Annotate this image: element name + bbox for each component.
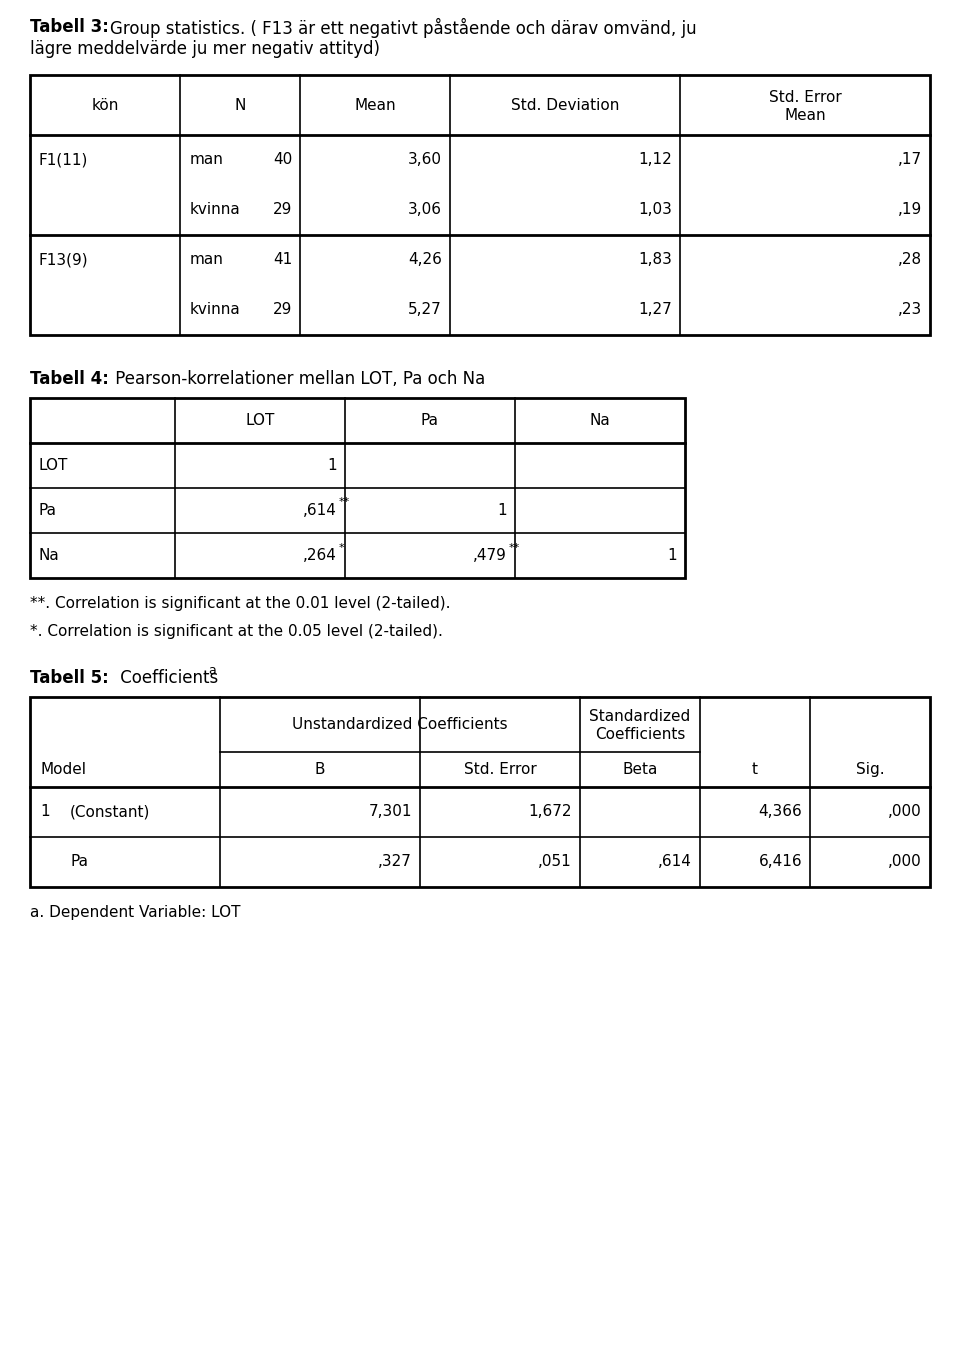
Text: 3,60: 3,60 [408,152,442,167]
Text: kvinna: kvinna [190,202,241,217]
Text: Std. Error: Std. Error [464,762,537,776]
Text: ,000: ,000 [888,805,922,820]
Text: 41: 41 [273,252,292,267]
Text: 1,83: 1,83 [638,252,672,267]
Text: Pa: Pa [70,855,88,869]
Text: *. Correlation is significant at the 0.05 level (2-tailed).: *. Correlation is significant at the 0.0… [30,624,443,639]
Text: N: N [234,97,246,112]
Text: 1: 1 [327,458,337,473]
Text: t: t [752,762,758,776]
Text: ,19: ,19 [898,202,922,217]
Text: 7,301: 7,301 [369,805,412,820]
Text: Sig.: Sig. [855,762,884,776]
Text: ,264: ,264 [303,549,337,563]
Text: ,28: ,28 [898,252,922,267]
Bar [30,697,930,887]
Text: ,614: ,614 [303,503,337,518]
Text: 1,672: 1,672 [529,805,572,820]
Text: Pa: Pa [38,503,56,518]
Text: ,051: ,051 [539,855,572,869]
Text: 5,27: 5,27 [408,302,442,318]
Text: Std. Deviation: Std. Deviation [511,97,619,112]
Text: 1: 1 [40,805,50,820]
Text: ,000: ,000 [888,855,922,869]
Text: ,17: ,17 [898,152,922,167]
Text: Pearson-korrelationer mellan LOT, Pa och Na: Pearson-korrelationer mellan LOT, Pa och… [110,369,485,388]
Text: F1(11): F1(11) [38,152,87,167]
Text: LOT: LOT [246,412,275,429]
Text: Model: Model [40,762,86,776]
Text: 1: 1 [667,549,677,563]
Text: kön: kön [91,97,119,112]
Bar [30,75,930,336]
Text: B: B [315,762,325,776]
Text: 4,26: 4,26 [408,252,442,267]
Text: 6,416: 6,416 [758,855,802,869]
Text: man: man [190,252,224,267]
Text: Pa: Pa [421,412,439,429]
Text: Tabell 5:: Tabell 5: [30,669,108,687]
Text: 29: 29 [273,302,292,318]
Text: Mean: Mean [784,108,826,123]
Text: Na: Na [38,549,59,563]
Text: Tabell 4:: Tabell 4: [30,369,108,388]
Text: Na: Na [589,412,611,429]
Text: 40: 40 [273,152,292,167]
Text: **: ** [339,497,350,507]
Text: Mean: Mean [354,97,396,112]
Text: 1,03: 1,03 [638,202,672,217]
Text: 1,12: 1,12 [638,152,672,167]
Text: Unstandardized Coefficients: Unstandardized Coefficients [292,717,508,732]
Text: a. Dependent Variable: LOT: a. Dependent Variable: LOT [30,905,241,919]
Text: a: a [208,665,216,677]
Text: LOT: LOT [38,458,67,473]
Text: ,614: ,614 [659,855,692,869]
Text: man: man [190,152,224,167]
Text: Group statistics. ( F13 är ett negativt påstående och därav omvänd, ju: Group statistics. ( F13 är ett negativt … [110,18,697,38]
Text: ,479: ,479 [473,549,507,563]
Bar [30,398,685,578]
Text: ,23: ,23 [898,302,922,318]
Text: kvinna: kvinna [190,302,241,318]
Text: **: ** [509,542,520,553]
Text: **. Correlation is significant at the 0.01 level (2-tailed).: **. Correlation is significant at the 0.… [30,596,450,611]
Text: Coefficients: Coefficients [595,727,685,741]
Text: lägre meddelvärde ju mer negativ attityd): lägre meddelvärde ju mer negativ attityd… [30,40,380,58]
Text: 1,27: 1,27 [638,302,672,318]
Text: 3,06: 3,06 [408,202,442,217]
Text: Beta: Beta [622,762,658,776]
Text: F13(9): F13(9) [38,252,87,267]
Text: 29: 29 [273,202,292,217]
Text: 4,366: 4,366 [758,805,802,820]
Text: 1: 1 [497,503,507,518]
Text: *: * [339,542,345,553]
Text: (Constant): (Constant) [70,805,151,820]
Text: ,327: ,327 [378,855,412,869]
Text: Tabell 3:: Tabell 3: [30,18,108,36]
Text: Coefficients: Coefficients [115,669,218,687]
Text: Std. Error: Std. Error [769,89,841,105]
Text: Standardized: Standardized [589,709,690,724]
